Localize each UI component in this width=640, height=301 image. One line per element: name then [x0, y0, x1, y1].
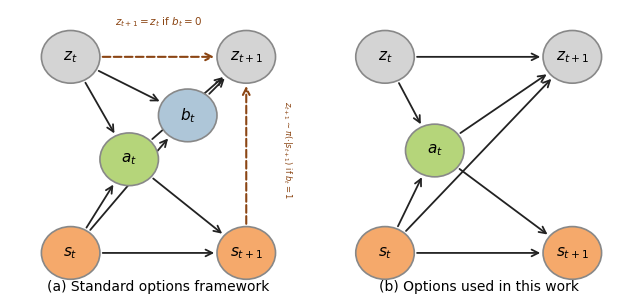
Text: $z_{t+1} = z_t$ if $b_t = 0$: $z_{t+1} = z_t$ if $b_t = 0$ — [115, 15, 202, 29]
Ellipse shape — [100, 133, 159, 186]
Ellipse shape — [42, 227, 100, 279]
Text: (b) Options used in this work: (b) Options used in this work — [379, 280, 579, 294]
Ellipse shape — [356, 30, 414, 83]
Text: $a_t$: $a_t$ — [121, 151, 137, 167]
Ellipse shape — [543, 30, 602, 83]
Ellipse shape — [217, 30, 276, 83]
Text: $s_{t+1}$: $s_{t+1}$ — [230, 245, 263, 261]
Text: $z_t$: $z_t$ — [378, 49, 392, 65]
Text: $s_t$: $s_t$ — [378, 245, 392, 261]
Text: $z_t$: $z_t$ — [63, 49, 78, 65]
Text: $z_{t+1}$: $z_{t+1}$ — [556, 49, 589, 65]
Ellipse shape — [217, 227, 276, 279]
Text: (a) Standard options framework: (a) Standard options framework — [47, 280, 269, 294]
Ellipse shape — [159, 89, 217, 142]
Text: $s_t$: $s_t$ — [63, 245, 78, 261]
Ellipse shape — [406, 124, 464, 177]
Text: $a_t$: $a_t$ — [427, 143, 443, 158]
Text: $z_{t+1} \sim \pi(\cdot|s_{t+1})$ if $b_t=1$: $z_{t+1} \sim \pi(\cdot|s_{t+1})$ if $b_… — [281, 101, 294, 200]
Text: $s_{t+1}$: $s_{t+1}$ — [556, 245, 589, 261]
Ellipse shape — [543, 227, 602, 279]
Ellipse shape — [356, 227, 414, 279]
Text: $b_t$: $b_t$ — [180, 106, 196, 125]
Text: $z_{t+1}$: $z_{t+1}$ — [230, 49, 263, 65]
Ellipse shape — [42, 30, 100, 83]
